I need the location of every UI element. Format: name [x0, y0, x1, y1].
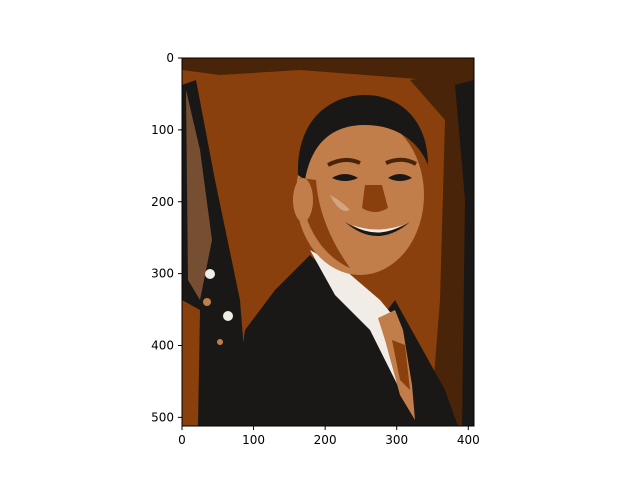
portrait-image: [182, 58, 474, 426]
x-tick-label: 400: [457, 433, 480, 447]
cheek-highlight: [330, 195, 350, 211]
tie: [378, 310, 415, 420]
eye-left: [332, 174, 358, 181]
right-door-frame: [410, 70, 474, 426]
x-tick-label: 0: [178, 433, 186, 447]
y-tick-label: 0: [166, 51, 174, 65]
smile: [345, 222, 410, 236]
flag-star: [223, 311, 233, 321]
flag-highlight: [186, 90, 212, 300]
flag-fold: [182, 300, 200, 426]
brow-left: [327, 158, 361, 167]
y-tick-label: 300: [151, 267, 174, 281]
ear: [293, 178, 313, 222]
x-axis: 0 100 200 300 400: [178, 426, 480, 447]
y-axis: 0 100 200 300 400 500: [151, 51, 182, 424]
y-tick-label: 400: [151, 339, 174, 353]
x-tick-label: 300: [385, 433, 408, 447]
axes-frame: [181, 57, 475, 427]
x-tick-label: 100: [242, 433, 265, 447]
shirt-collar: [310, 250, 410, 410]
y-tick-label: 500: [151, 410, 174, 424]
teeth: [352, 225, 403, 233]
flag-star: [203, 298, 211, 306]
y-tick-label: 100: [151, 123, 174, 137]
y-tick-label: 200: [151, 195, 174, 209]
top-frame-shadow: [182, 58, 474, 110]
hair: [297, 95, 428, 180]
nose: [362, 185, 388, 212]
flag-star: [205, 269, 215, 279]
x-tick-label: 200: [314, 433, 337, 447]
right-door-edge: [455, 80, 474, 426]
flag-star: [217, 339, 223, 345]
eye-right: [388, 174, 412, 181]
tie-shadow: [392, 340, 410, 390]
brow-right: [385, 157, 417, 166]
